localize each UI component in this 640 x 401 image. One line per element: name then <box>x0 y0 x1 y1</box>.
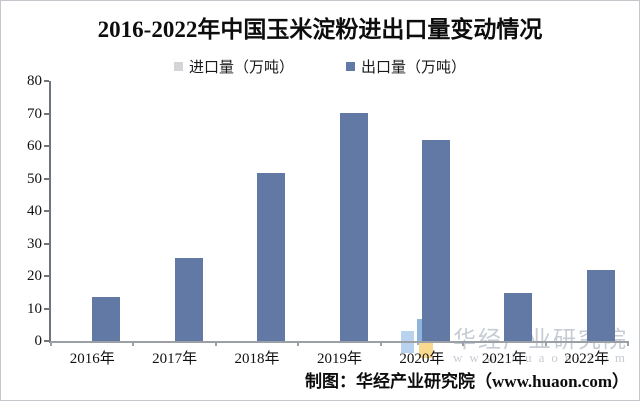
y-axis-tick <box>44 145 49 147</box>
legend-label-import: 进口量（万吨） <box>188 60 294 76</box>
y-axis-label-40: 40 <box>27 203 42 219</box>
y-axis-tick <box>44 307 49 310</box>
y-axis-label-60: 60 <box>27 138 42 154</box>
y-axis-label-30: 30 <box>27 235 42 252</box>
x-axis-label-2022: 2022年 <box>564 351 610 367</box>
y-axis-label-80: 80 <box>27 73 42 89</box>
chart-title: 2016-2022年中国玉米淀粉进出口量变动情况 <box>97 17 543 42</box>
x-axis-label-2020: 2020年 <box>399 351 445 367</box>
watermark-logo-shape <box>419 343 433 358</box>
legend-marker-import-icon <box>173 62 183 71</box>
y-axis-label-70: 70 <box>27 105 42 122</box>
legend-item-import: 进口量（万吨） <box>173 56 294 77</box>
watermark-url-text: www.huaon.com <box>453 350 632 365</box>
y-axis-tick <box>44 242 49 245</box>
y-axis-label-20: 20 <box>27 268 42 284</box>
x-axis-tick <box>544 341 547 346</box>
y-axis-tick <box>44 177 49 180</box>
legend-item-export: 出口量（万吨） <box>346 56 466 77</box>
credit-line: 制图：华经产业研究院（www.huaon.com） <box>305 372 629 391</box>
bar-export-2021 <box>504 293 533 341</box>
bar-export-2017 <box>174 258 203 341</box>
x-axis-tick <box>50 341 52 346</box>
x-axis-label-2018: 2018年 <box>234 351 280 367</box>
bar-export-2020 <box>421 139 450 341</box>
legend-label-export: 出口量（万吨） <box>361 60 467 76</box>
bar-export-2018 <box>257 173 286 341</box>
x-axis-label-2016: 2016年 <box>69 351 115 367</box>
x-axis-tick <box>214 341 217 346</box>
y-axis-label-50: 50 <box>27 170 42 187</box>
legend-marker-export-icon <box>346 62 355 71</box>
x-axis-label-2019: 2019年 <box>316 351 362 367</box>
bar-export-2019 <box>339 112 368 341</box>
y-axis-label-10: 10 <box>27 300 42 317</box>
plot-area: 0 10 20 30 40 50 60 70 80 2016年 2017年 2018年 2019年 202… <box>27 73 629 367</box>
bar-export-2022 <box>586 269 615 341</box>
y-axis-tick <box>44 80 49 82</box>
y-axis-tick <box>44 210 49 212</box>
y-axis-label-0: 0 <box>34 333 43 349</box>
y-axis-tick <box>44 112 49 115</box>
x-axis-tick <box>462 341 465 346</box>
legend: 进口量（万吨） 出口量（万吨） <box>1 56 639 77</box>
y-axis-tick <box>44 340 49 342</box>
x-axis-tick <box>379 341 382 346</box>
x-axis-label-2017: 2017年 <box>152 351 198 367</box>
x-axis-tick <box>132 341 135 346</box>
y-axis-tick <box>44 275 49 277</box>
x-axis-tick <box>297 341 300 346</box>
bar-export-2016 <box>92 297 121 341</box>
x-axis-tick <box>627 341 629 346</box>
x-axis-label-2021: 2021年 <box>481 351 527 367</box>
